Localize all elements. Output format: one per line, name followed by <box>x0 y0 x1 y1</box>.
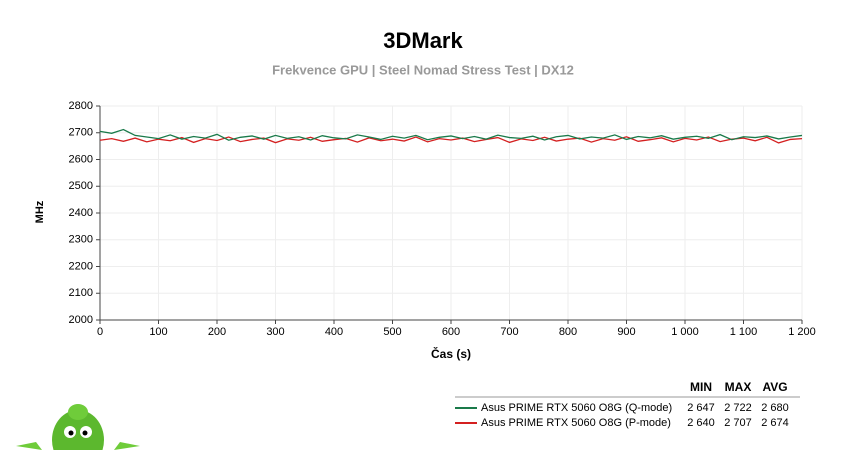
x-tick-label: 600 <box>442 326 460 338</box>
legend-label: Asus PRIME RTX 5060 O8G (P-mode) <box>481 417 671 429</box>
y-tick-label: 2500 <box>69 180 93 192</box>
y-tick-label: 2600 <box>69 153 93 165</box>
y-axis-label: MHz <box>34 200 46 223</box>
x-tick-label: 400 <box>325 326 343 338</box>
x-tick-label: 800 <box>559 326 577 338</box>
chart-title: 3DMark <box>383 28 463 53</box>
x-tick-label: 100 <box>149 326 167 338</box>
y-tick-label: 2400 <box>69 207 93 219</box>
x-tick-label: 700 <box>500 326 518 338</box>
y-tick-label: 2300 <box>69 234 93 246</box>
legend-stat: 2 640 <box>687 417 715 429</box>
x-tick-label: 0 <box>97 326 103 338</box>
x-axis-label: Čas (s) <box>431 346 471 361</box>
x-tick-label: 1 000 <box>671 326 699 338</box>
legend-header: MAX <box>725 380 752 394</box>
y-tick-label: 2200 <box>69 260 93 272</box>
series-line <box>99 128 803 141</box>
x-tick-label: 900 <box>617 326 635 338</box>
series-line <box>99 136 803 144</box>
x-tick-label: 300 <box>266 326 284 338</box>
x-tick-label: 1 100 <box>730 326 758 338</box>
y-tick-label: 2100 <box>69 287 93 299</box>
legend-header: AVG <box>762 380 787 394</box>
legend-stat: 2 647 <box>687 402 715 414</box>
legend-stat: 2 674 <box>761 417 789 429</box>
y-tick-label: 2700 <box>69 127 93 139</box>
y-tick-label: 2000 <box>69 314 93 326</box>
chart-subtitle: Frekvence GPU | Steel Nomad Stress Test … <box>272 62 574 77</box>
x-tick-label: 500 <box>383 326 401 338</box>
x-tick-label: 1 200 <box>788 326 816 338</box>
legend-stat: 2 722 <box>724 402 752 414</box>
y-tick-label: 2800 <box>69 100 93 112</box>
legend-stat: 2 680 <box>761 402 789 414</box>
mascot <box>16 404 140 450</box>
x-tick-label: 200 <box>208 326 226 338</box>
legend-stat: 2 707 <box>724 417 752 429</box>
legend-label: Asus PRIME RTX 5060 O8G (Q-mode) <box>481 402 672 414</box>
legend-header: MIN <box>690 380 712 394</box>
